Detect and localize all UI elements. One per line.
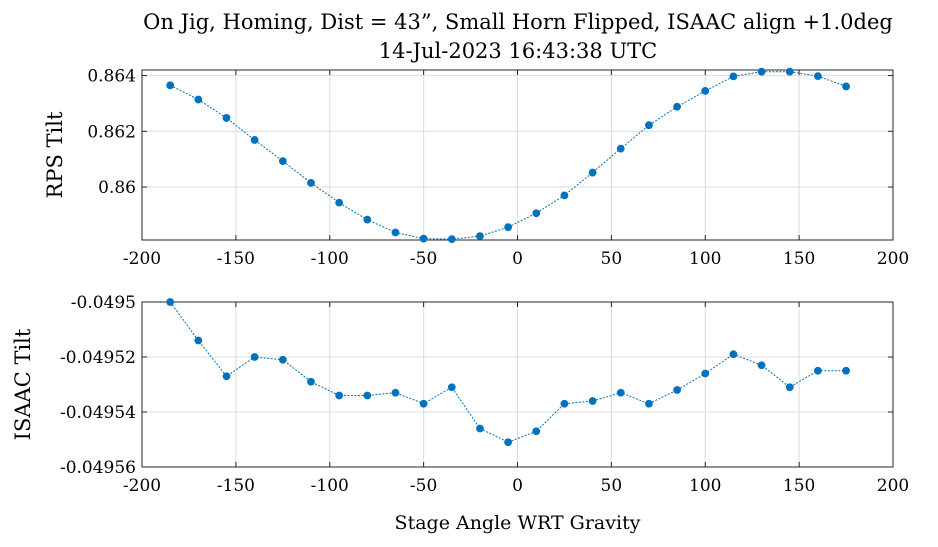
- isaac-x-tick-label: 0: [512, 476, 523, 496]
- isaac-data-point: [588, 397, 597, 405]
- rps-data-point: [250, 136, 259, 144]
- isaac-x-tick-label: -100: [311, 476, 349, 496]
- rps-y-axis-label: RPS Tilt: [43, 111, 67, 198]
- rps-data-point: [645, 121, 653, 130]
- isaac-x-axis-label: Stage Angle WRT Gravity: [395, 512, 641, 534]
- isaac-series-line: [169, 301, 847, 443]
- isaac-data-point: [335, 391, 344, 400]
- title-line-1: On Jig, Homing, Dist = 43”, Small Horn F…: [143, 10, 893, 34]
- rps-data-point: [335, 198, 344, 207]
- isaac-data-point: [616, 388, 625, 397]
- rps-y-tick-label: 0.862: [87, 122, 136, 142]
- rps-data-point: [194, 95, 203, 104]
- rps-data-point: [814, 72, 822, 81]
- rps-data-point: [616, 144, 625, 153]
- isaac-data-point: [250, 353, 259, 361]
- rps-data-point: [729, 72, 738, 81]
- rps-x-tick-label: -200: [123, 249, 161, 269]
- isaac-y-tick-label: -0.04956: [60, 458, 136, 478]
- isaac-x-tick-label: 200: [877, 476, 909, 496]
- isaac-tilt-axes: -200 -150 -100 -50 0 50 100 150 200 -0.0495 -0.049…: [11, 293, 909, 534]
- isaac-y-tick-label: -0.04952: [60, 348, 136, 368]
- isaac-x-tick-label: 150: [783, 476, 815, 496]
- isaac-data-point: [278, 355, 287, 364]
- rps-data-point: [278, 157, 287, 166]
- isaac-x-tick-label: 50: [601, 476, 623, 496]
- isaac-x-tick-label: 100: [689, 476, 721, 496]
- rps-data-point: [166, 81, 175, 90]
- rps-y-tick-label: 0.864: [87, 67, 136, 87]
- rps-x-tick-label: -50: [410, 249, 437, 269]
- rps-data-point: [307, 178, 315, 187]
- rps-data-point: [701, 87, 710, 95]
- rps-data-point: [476, 232, 484, 240]
- isaac-data-point: [814, 366, 822, 375]
- isaac-y-axis-label: ISAAC Tilt: [11, 328, 35, 440]
- rps-data-point: [447, 235, 456, 244]
- isaac-data-point: [447, 383, 456, 392]
- isaac-data-point: [757, 361, 766, 370]
- rps-data-point: [419, 234, 428, 243]
- isaac-data-point: [645, 399, 653, 408]
- isaac-data-point: [391, 388, 400, 397]
- isaac-data-point: [842, 366, 850, 375]
- rps-x-tick-label: 50: [601, 249, 623, 269]
- isaac-data-point: [194, 336, 203, 345]
- isaac-data-point: [166, 298, 175, 306]
- isaac-x-tick-label: -200: [123, 476, 161, 496]
- rps-data-point: [363, 215, 372, 224]
- isaac-x-tick-label: -150: [217, 476, 255, 496]
- title-line-2: 14-Jul-2023 16:43:38 UTC: [379, 39, 657, 63]
- isaac-data-point: [560, 399, 569, 408]
- rps-x-tick-label: 150: [783, 249, 815, 269]
- rps-data-point: [588, 168, 597, 177]
- isaac-data-point: [222, 372, 231, 381]
- rps-x-tick-label: -100: [311, 249, 349, 269]
- rps-data-point: [222, 114, 231, 122]
- isaac-data-point: [673, 386, 681, 394]
- rps-data-point: [757, 67, 766, 76]
- isaac-data-point: [504, 438, 513, 447]
- isaac-data-point: [729, 350, 738, 359]
- isaac-data-point: [419, 399, 428, 408]
- isaac-x-tick-label: -50: [410, 476, 437, 496]
- rps-data-point: [560, 191, 569, 200]
- isaac-y-tick-label: -0.04954: [60, 403, 136, 423]
- rps-data-point: [842, 82, 850, 91]
- rps-data-point: [391, 228, 400, 237]
- isaac-data-point: [785, 383, 794, 392]
- rps-x-tick-label: -150: [217, 249, 255, 269]
- rps-data-point: [532, 209, 541, 218]
- rps-x-tick-label: 0: [512, 249, 523, 269]
- rps-x-tick-label: 100: [689, 249, 721, 269]
- rps-data-point: [504, 223, 513, 232]
- isaac-data-point: [476, 424, 484, 433]
- isaac-data-point: [701, 369, 710, 378]
- rps-y-tick-label: 0.86: [98, 178, 136, 198]
- rps-data-point: [785, 67, 794, 76]
- isaac-y-tick-label: -0.0495: [71, 293, 136, 313]
- isaac-data-point: [363, 391, 372, 400]
- rps-series-line: [169, 71, 847, 240]
- isaac-data-point: [307, 377, 315, 386]
- figure-title: On Jig, Homing, Dist = 43”, Small Horn F…: [143, 10, 893, 63]
- rps-x-tick-label: 200: [877, 249, 909, 269]
- rps-data-point: [673, 102, 681, 111]
- isaac-data-point: [532, 427, 541, 436]
- rps-tilt-axes: -200 -150 -100 -50 0 50 100 150 200 0.86 0.862 0.86…: [43, 67, 909, 269]
